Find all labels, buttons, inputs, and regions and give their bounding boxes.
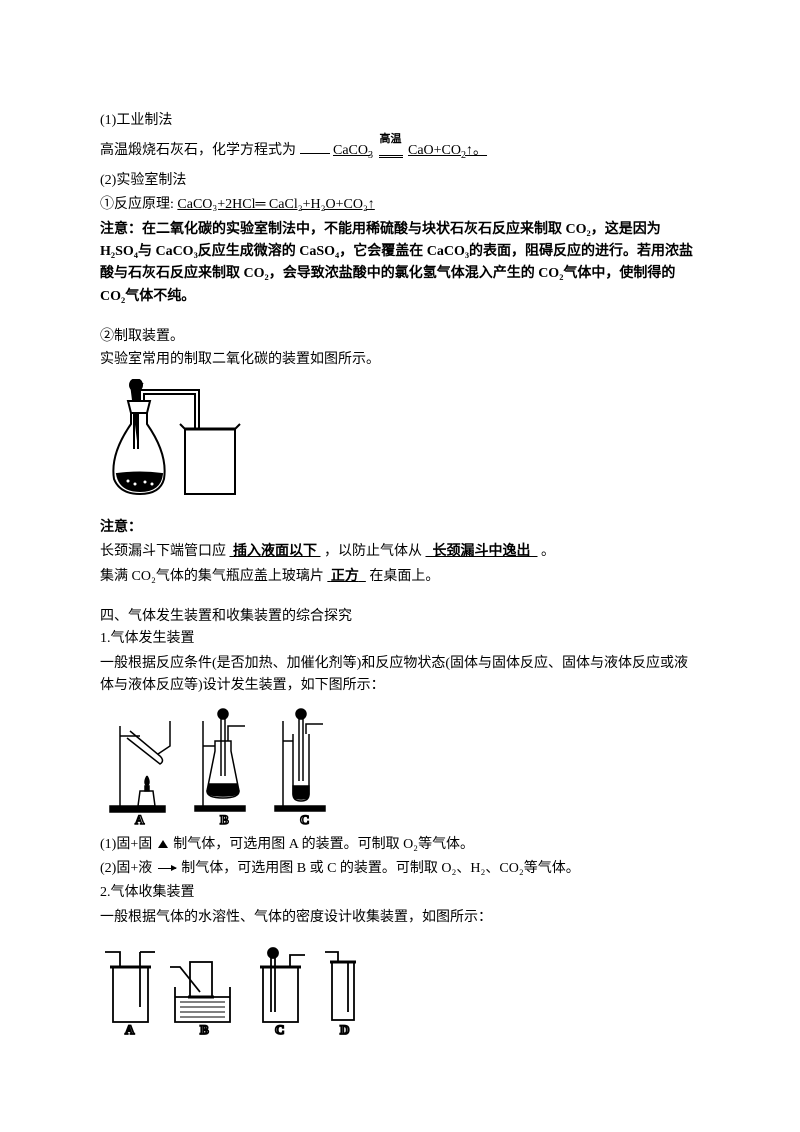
item42-after: 制气体，可选用图 B 或 C 的装置。可制取 O₂、H₂、CO₂等气体。 (181, 861, 580, 876)
principle-line: ①反应原理: CaCO₃+2HCl═ CaCl₂+H₂O+CO₂↑ (100, 194, 700, 216)
note2-before: 集满 CO₂气体的集气瓶应盖上玻璃片 (100, 569, 324, 584)
item-1-label: (1)工业制法 (100, 110, 700, 132)
note1-blank1: 插入液面以下 (230, 544, 321, 559)
sub2-title: 2.气体收集装置 (100, 882, 700, 904)
note1-blank2: 长颈漏斗中逸出 (426, 544, 538, 559)
section4-title: 四、气体发生装置和收集装置的综合探究 (100, 606, 700, 628)
eq2: CaCO₃+2HCl═ CaCl₂+H₂O+CO₂↑ (177, 194, 477, 216)
note-line-2: 集满 CO₂气体的集气瓶应盖上玻璃片 正方 在桌面上。 (100, 566, 700, 588)
item42-before: (2)固+液 (100, 861, 152, 876)
label-c: C (300, 812, 309, 826)
triangle-icon (158, 840, 168, 848)
generator-devices-diagram: A B (100, 706, 700, 826)
svg-text:D: D (340, 1022, 349, 1037)
arrow-icon (158, 868, 176, 869)
equation-1-line: 高温煅烧石灰石，化学方程式为 CaCO3 高温 CaO+CO2↑。 (100, 134, 700, 167)
item41-after: 制气体，可选用图 A 的装置。可制取 O₂等气体。 (173, 837, 474, 852)
eq1-before: 高温煅烧石灰石，化学方程式为 (100, 143, 296, 158)
note1-mid: ，以防止气体从 (324, 544, 422, 559)
note-line-1: 长颈漏斗下端管口应 插入液面以下 ，以防止气体从 长颈漏斗中逸出 。 (100, 541, 700, 563)
sub1-title: 1.气体发生装置 (100, 628, 700, 650)
device-text: 实验室常用的制取二氧化碳的装置如图所示。 (100, 349, 700, 371)
item-2-label: (2)实验室制法 (100, 170, 700, 192)
note-label: 注意： (100, 517, 700, 539)
note2-blank: 正方 (327, 569, 366, 584)
note-paragraph: 注意：在二氧化碳的实验室制法中，不能用稀硫酸与块状石灰石反应来制取 CO₂，这是… (100, 219, 700, 309)
item41-before: (1)固+固 (100, 837, 152, 852)
eq1-right: CaO+CO2↑。 (408, 143, 487, 158)
item-4-2: (2)固+液 制气体，可选用图 B 或 C 的装置。可制取 O₂、H₂、CO₂等… (100, 858, 700, 880)
sub2-text: 一般根据气体的水溶性、气体的密度设计收集装置，如图所示： (100, 907, 700, 929)
note1-after: 。 (541, 544, 555, 559)
item-4-1: (1)固+固 制气体，可选用图 A 的装置。可制取 O₂等气体。 (100, 834, 700, 856)
collection-devices-diagram: A B (100, 937, 700, 1037)
sub1-text: 一般根据反应条件(是否加热、加催化剂等)和反应物状态(固体与固体反应、固体与液体… (100, 653, 700, 698)
note2-after: 在桌面上。 (369, 569, 439, 584)
device-label: ②制取装置。 (100, 326, 700, 348)
eq1-blank (300, 153, 330, 154)
co2-apparatus-diagram (100, 379, 700, 509)
principle-label: ①反应原理: (100, 197, 174, 212)
eq1-left: CaCO3 (333, 143, 373, 158)
svg-text:A: A (125, 1022, 135, 1037)
svg-text:B: B (200, 1022, 209, 1037)
label-b: B (220, 812, 229, 826)
eq1-condition: 高温 (377, 134, 405, 167)
svg-text:C: C (275, 1022, 284, 1037)
note1-before: 长颈漏斗下端管口应 (100, 544, 226, 559)
label-a: A (135, 812, 145, 826)
